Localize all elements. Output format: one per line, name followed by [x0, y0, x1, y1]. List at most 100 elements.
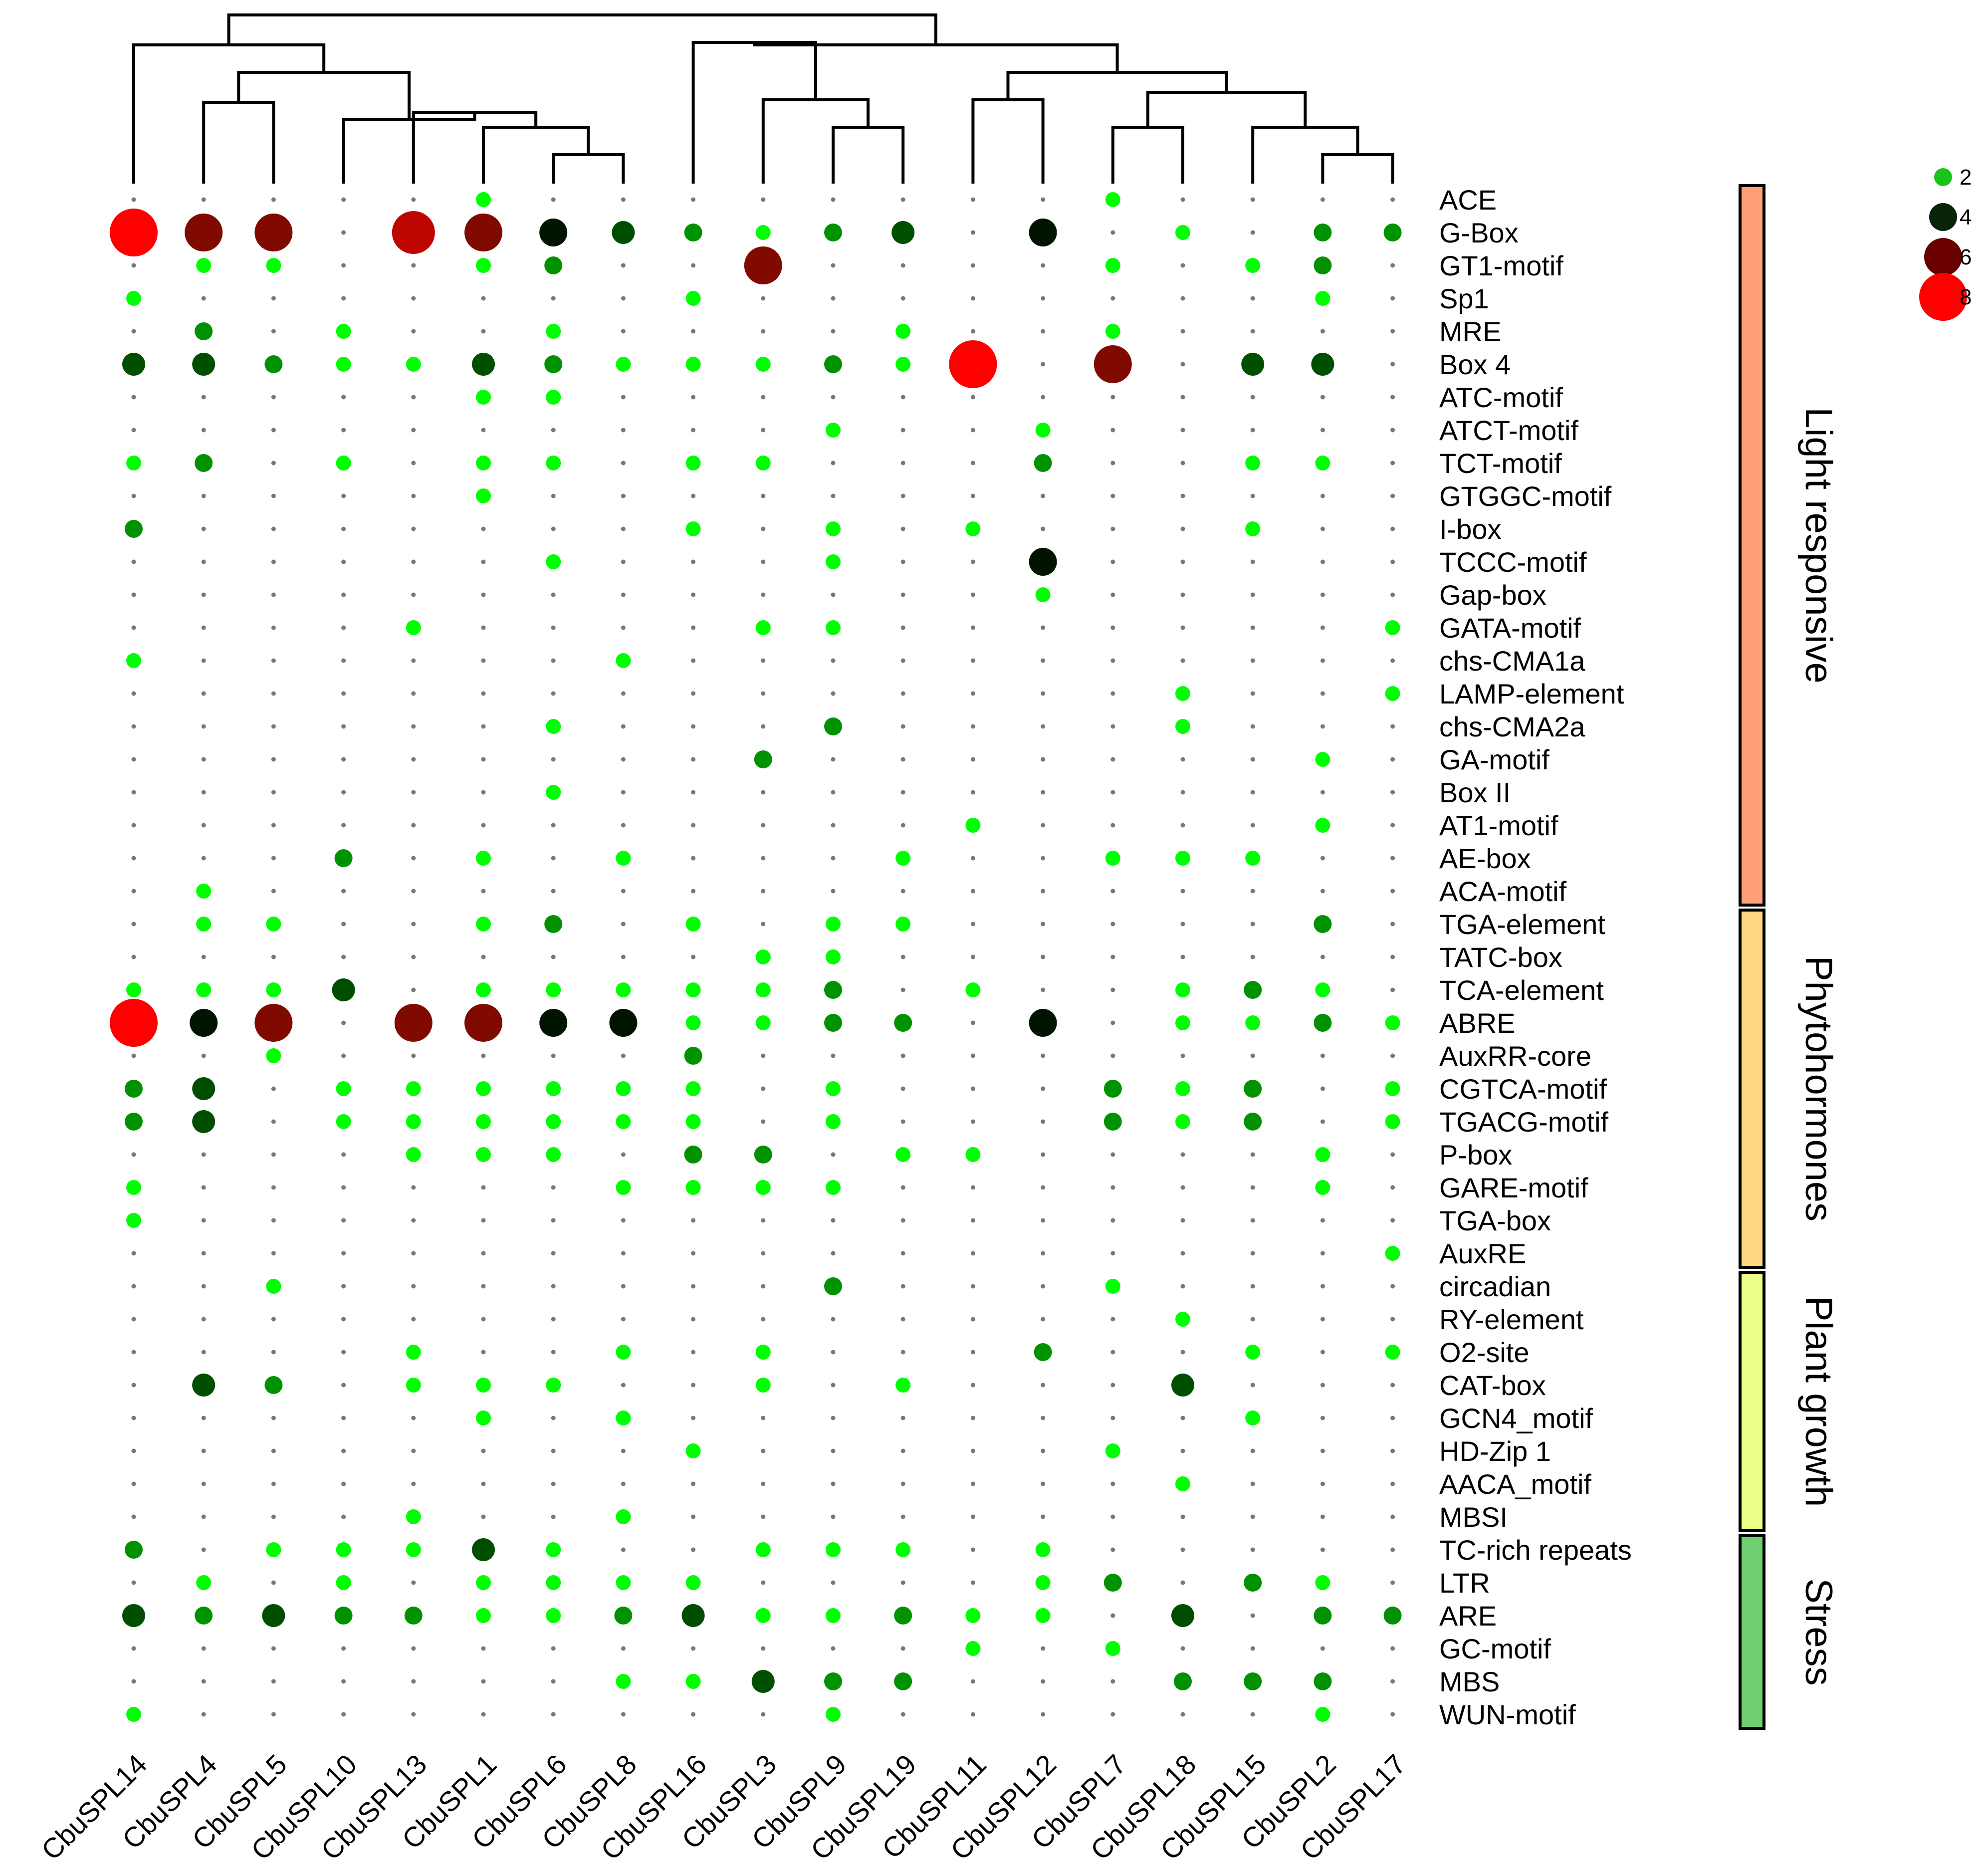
dendrogram-branch: [1006, 71, 1228, 100]
motif-label-tct-motif: TCT-motif: [1439, 448, 1562, 479]
dot-lamp-element-cbuspl17: [1385, 686, 1400, 701]
dot-tca-element-cbuspl19: [900, 987, 905, 992]
dot-chs-cma1a-cbuspl2: [1320, 658, 1325, 663]
dot-ga-motif-cbuspl9: [831, 757, 836, 762]
dot-aca-motif-cbuspl17: [1390, 889, 1395, 894]
dot-are-cbuspl5: [262, 1604, 285, 1627]
dot-g-box-cbuspl4: [185, 214, 223, 251]
dot-tga-box-cbuspl14: [126, 1213, 141, 1228]
dot-tatc-box-cbuspl11: [970, 954, 975, 959]
dot-at1-motif-cbuspl16: [691, 823, 696, 828]
dot-mre-cbuspl15: [1250, 329, 1255, 334]
dot-circadian-cbuspl19: [900, 1284, 905, 1289]
motif-label-mbs: MBS: [1439, 1666, 1500, 1697]
dot-i-box-cbuspl1: [481, 526, 486, 531]
dot-gtggc-motif-cbuspl18: [1180, 493, 1185, 498]
dot-circadian-cbuspl4: [201, 1284, 206, 1289]
dot-p-box-cbuspl13: [406, 1147, 421, 1162]
dot-wun-motif-cbuspl1: [481, 1712, 486, 1717]
motif-label-tccc-motif: TCCC-motif: [1439, 546, 1587, 578]
dot-mbs-cbuspl13: [411, 1679, 416, 1684]
dot-gcn4-motif-cbuspl14: [131, 1415, 136, 1420]
dot-ga-motif-cbuspl10: [341, 757, 346, 762]
dot-gare-motif-cbuspl17: [1390, 1185, 1395, 1190]
dot-gc-motif-cbuspl2: [1320, 1646, 1325, 1651]
motif-label-at1-motif: AT1-motif: [1439, 810, 1558, 841]
dot-gap-box-cbuspl8: [621, 592, 626, 597]
dot-gata-motif-cbuspl4: [201, 625, 206, 630]
dot-are-cbuspl1: [476, 1608, 491, 1623]
dot-cgtca-motif-cbuspl17: [1385, 1081, 1400, 1096]
dot-aaca-motif-cbuspl12: [1041, 1481, 1046, 1486]
dot-gt1-motif-cbuspl5: [266, 258, 281, 273]
dot-o2-site-cbuspl3: [755, 1345, 771, 1360]
group-bar-phytohormones: [1739, 909, 1765, 1269]
dot-p-box-cbuspl9: [831, 1152, 836, 1157]
dot-i-box-cbuspl2: [1320, 526, 1325, 531]
dot-gap-box-cbuspl17: [1390, 592, 1395, 597]
dot-atct-motif-cbuspl3: [761, 428, 766, 433]
dot-box-4-cbuspl8: [616, 357, 631, 372]
dot-cgtca-motif-cbuspl2: [1320, 1086, 1325, 1091]
dot-tga-box-cbuspl13: [411, 1218, 416, 1223]
dot-cgtca-motif-cbuspl3: [761, 1086, 766, 1091]
dot-cat-box-cbuspl10: [341, 1383, 346, 1388]
dot-chs-cma2a-cbuspl7: [1110, 724, 1115, 729]
dot-ace-cbuspl12: [1041, 197, 1046, 202]
dot-ltr-cbuspl12: [1035, 1575, 1051, 1590]
dot-tc-rich-repeats-cbuspl3: [755, 1542, 771, 1557]
dot-gc-motif-cbuspl11: [965, 1641, 981, 1656]
dot-ae-box-cbuspl9: [831, 856, 836, 861]
dot-ae-box-cbuspl3: [761, 856, 766, 861]
dot-i-box-cbuspl19: [900, 526, 905, 531]
dot-wun-motif-cbuspl9: [826, 1707, 841, 1722]
dot-tca-element-cbuspl7: [1110, 987, 1115, 992]
dot-ae-box-cbuspl6: [551, 856, 556, 861]
dot-atc-motif-cbuspl9: [831, 395, 836, 400]
dot-chs-cma2a-cbuspl13: [411, 724, 416, 729]
dot-gap-box-cbuspl13: [411, 592, 416, 597]
dot-aca-motif-cbuspl9: [831, 889, 836, 894]
dot-tca-element-cbuspl17: [1390, 987, 1395, 992]
dot-cgtca-motif-cbuspl9: [826, 1081, 841, 1096]
dot-auxrr-core-cbuspl11: [970, 1053, 975, 1058]
dot-tca-element-cbuspl9: [824, 981, 842, 999]
dot-tgacg-motif-cbuspl11: [970, 1119, 975, 1124]
dot-ace-cbuspl18: [1180, 197, 1185, 202]
dot-auxrr-core-cbuspl5: [266, 1048, 281, 1063]
motif-label-ae-box: AE-box: [1439, 843, 1531, 874]
dot-auxre-cbuspl13: [411, 1251, 416, 1256]
dot-i-box-cbuspl5: [271, 526, 276, 531]
motif-label-gcn4-motif: GCN4_motif: [1439, 1403, 1593, 1434]
dot-gc-motif-cbuspl14: [131, 1646, 136, 1651]
dot-ga-motif-cbuspl16: [691, 757, 696, 762]
dot-at1-motif-cbuspl11: [965, 818, 981, 833]
dot-atc-motif-cbuspl7: [1110, 395, 1115, 400]
dot-mbsi-cbuspl4: [201, 1514, 206, 1519]
dot-tga-element-cbuspl17: [1390, 922, 1395, 927]
legend-dot-2: [1934, 168, 1952, 186]
dot-o2-site-cbuspl14: [131, 1350, 136, 1355]
dot-tga-element-cbuspl8: [621, 922, 626, 927]
dot-tga-box-cbuspl16: [691, 1218, 696, 1223]
dot-atc-motif-cbuspl11: [970, 395, 975, 400]
dot-sp1-cbuspl2: [1315, 291, 1330, 306]
dot-o2-site-cbuspl2: [1320, 1350, 1325, 1355]
dot-tca-element-cbuspl13: [411, 987, 416, 992]
dot-abre-cbuspl18: [1175, 1015, 1190, 1030]
dot-ae-box-cbuspl15: [1245, 851, 1261, 866]
dot-at1-motif-cbuspl9: [831, 823, 836, 828]
dot-tga-element-cbuspl12: [1041, 922, 1046, 927]
dot-auxre-cbuspl6: [551, 1251, 556, 1256]
dot-gt1-motif-cbuspl8: [621, 263, 626, 268]
dot-tct-motif-cbuspl3: [755, 456, 771, 470]
dot-gcn4-motif-cbuspl18: [1180, 1415, 1185, 1420]
dot-aca-motif-cbuspl15: [1250, 889, 1255, 894]
dot-mre-cbuspl1: [481, 329, 486, 334]
dot-ae-box-cbuspl19: [895, 851, 911, 866]
dot-gtggc-motif-cbuspl8: [621, 493, 626, 498]
dot-aca-motif-cbuspl12: [1041, 889, 1046, 894]
dot-mre-cbuspl3: [761, 329, 766, 334]
dot-p-box-cbuspl17: [1390, 1152, 1395, 1157]
